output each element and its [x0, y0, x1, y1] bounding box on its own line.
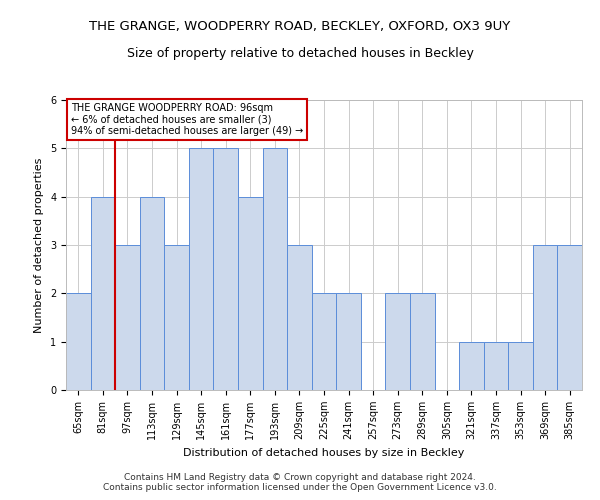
- Bar: [385, 294, 410, 390]
- Bar: [533, 245, 557, 390]
- Bar: [189, 148, 214, 390]
- Y-axis label: Number of detached properties: Number of detached properties: [34, 158, 44, 332]
- Bar: [214, 148, 238, 390]
- Bar: [557, 245, 582, 390]
- Bar: [508, 342, 533, 390]
- Text: Contains HM Land Registry data © Crown copyright and database right 2024.
Contai: Contains HM Land Registry data © Crown c…: [103, 473, 497, 492]
- Bar: [459, 342, 484, 390]
- Bar: [287, 245, 312, 390]
- Bar: [91, 196, 115, 390]
- X-axis label: Distribution of detached houses by size in Beckley: Distribution of detached houses by size …: [184, 448, 464, 458]
- Text: THE GRANGE, WOODPERRY ROAD, BECKLEY, OXFORD, OX3 9UY: THE GRANGE, WOODPERRY ROAD, BECKLEY, OXF…: [89, 20, 511, 33]
- Bar: [164, 245, 189, 390]
- Bar: [410, 294, 434, 390]
- Bar: [312, 294, 336, 390]
- Bar: [66, 294, 91, 390]
- Bar: [115, 245, 140, 390]
- Bar: [263, 148, 287, 390]
- Text: Size of property relative to detached houses in Beckley: Size of property relative to detached ho…: [127, 48, 473, 60]
- Bar: [484, 342, 508, 390]
- Bar: [238, 196, 263, 390]
- Bar: [336, 294, 361, 390]
- Bar: [140, 196, 164, 390]
- Text: THE GRANGE WOODPERRY ROAD: 96sqm
← 6% of detached houses are smaller (3)
94% of : THE GRANGE WOODPERRY ROAD: 96sqm ← 6% of…: [71, 103, 304, 136]
